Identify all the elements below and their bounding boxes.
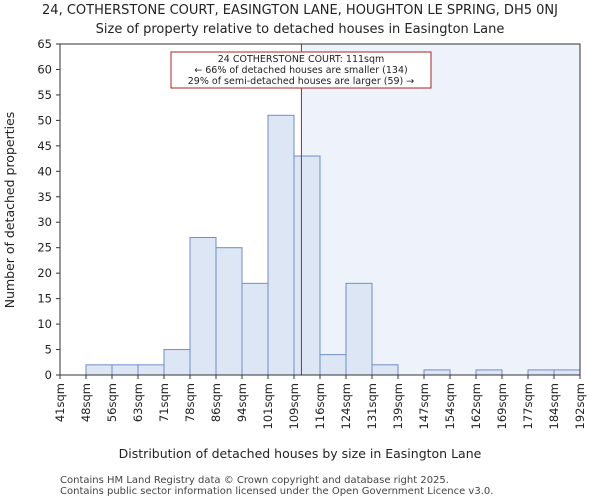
x-tick-label: 124sqm xyxy=(339,383,353,429)
x-axis-label: Distribution of detached houses by size … xyxy=(119,446,482,461)
x-tick-label: 169sqm xyxy=(495,383,509,429)
x-tick-label: 116sqm xyxy=(313,383,327,429)
chart-subtitle: Size of property relative to detached ho… xyxy=(96,22,505,37)
bar-162sqm xyxy=(475,369,503,376)
bar-86sqm xyxy=(215,247,243,376)
y-tick-label: 40 xyxy=(37,164,52,178)
x-tick-label: 177sqm xyxy=(521,383,535,429)
bar-94sqm xyxy=(241,282,269,376)
x-tick-label: 78sqm xyxy=(183,383,197,422)
y-tick-label: 10 xyxy=(37,317,52,331)
annotation-box: 24 COTHERSTONE COURT: 111sqm ← 66% of de… xyxy=(170,51,432,89)
bars xyxy=(85,114,581,376)
x-tick-label: 192sqm xyxy=(573,383,587,429)
x-axis: 41sqm 48sqm 56sqm 63sqm 71sqm 78sqm 86sqm 94sqm… xyxy=(53,375,587,429)
annotation-line-1: 24 COTHERSTONE COURT: 111sqm xyxy=(218,54,385,65)
x-tick-label: 139sqm xyxy=(391,383,405,429)
x-tick-label: 109sqm xyxy=(287,383,301,429)
x-tick-label: 162sqm xyxy=(469,383,483,429)
x-tick-label: 86sqm xyxy=(209,383,223,422)
chart-title: 24, COTHERSTONE COURT, EASINGTON LANE, H… xyxy=(42,3,558,18)
x-tick-label: 48sqm xyxy=(79,383,93,422)
x-tick-label: 154sqm xyxy=(443,383,457,429)
y-tick-label: 35 xyxy=(37,190,52,204)
y-tick-label: 30 xyxy=(37,215,52,229)
bar-147sqm xyxy=(423,369,451,376)
bar-116sqm xyxy=(319,354,347,376)
x-tick-label: 56sqm xyxy=(105,383,119,422)
bar-131sqm xyxy=(371,364,399,376)
x-tick-label: 184sqm xyxy=(547,383,561,429)
x-tick-label: 147sqm xyxy=(417,383,431,429)
y-tick-label: 55 xyxy=(37,88,52,102)
bar-78sqm xyxy=(189,237,217,376)
bar-101sqm xyxy=(267,114,295,376)
annotation-line-3: 29% of semi-detached houses are larger (… xyxy=(188,76,415,87)
y-tick-label: 45 xyxy=(37,139,52,153)
y-tick-label: 15 xyxy=(37,292,52,306)
bar-71sqm xyxy=(163,349,191,376)
y-tick-label: 5 xyxy=(45,343,52,357)
x-tick-label: 131sqm xyxy=(365,383,379,429)
y-tick-label: 50 xyxy=(37,113,52,127)
y-tick-label: 60 xyxy=(37,62,52,76)
x-tick-label: 41sqm xyxy=(53,383,67,422)
annotation-frame xyxy=(170,51,432,89)
bar-56sqm xyxy=(111,364,139,376)
annotation-line-2: ← 66% of detached houses are smaller (13… xyxy=(194,65,407,76)
y-tick-label: 65 xyxy=(37,37,52,51)
bar-63sqm xyxy=(137,364,165,376)
x-tick-label: 63sqm xyxy=(131,383,145,422)
footer-line-1: Contains HM Land Registry data © Crown c… xyxy=(60,475,449,486)
footer-line-2: Contains public sector information licen… xyxy=(60,486,493,497)
bar-48sqm xyxy=(85,364,113,376)
y-tick-label: 20 xyxy=(37,266,52,280)
bar-177sqm xyxy=(527,369,555,376)
x-tick-label: 94sqm xyxy=(235,383,249,422)
y-axis: 0 5 10 15 20 25 30 35 40 45 50 55 60 65 xyxy=(37,37,60,382)
bar-109sqm xyxy=(293,155,321,376)
y-tick-label: 25 xyxy=(37,241,52,255)
x-tick-label: 101sqm xyxy=(261,383,275,429)
bar-184sqm xyxy=(553,369,581,376)
bar-124sqm xyxy=(345,282,373,376)
y-axis-label: Number of detached properties xyxy=(2,112,17,309)
marker-shade xyxy=(301,44,580,375)
y-tick-label: 0 xyxy=(45,368,52,382)
x-tick-label: 71sqm xyxy=(157,383,171,422)
